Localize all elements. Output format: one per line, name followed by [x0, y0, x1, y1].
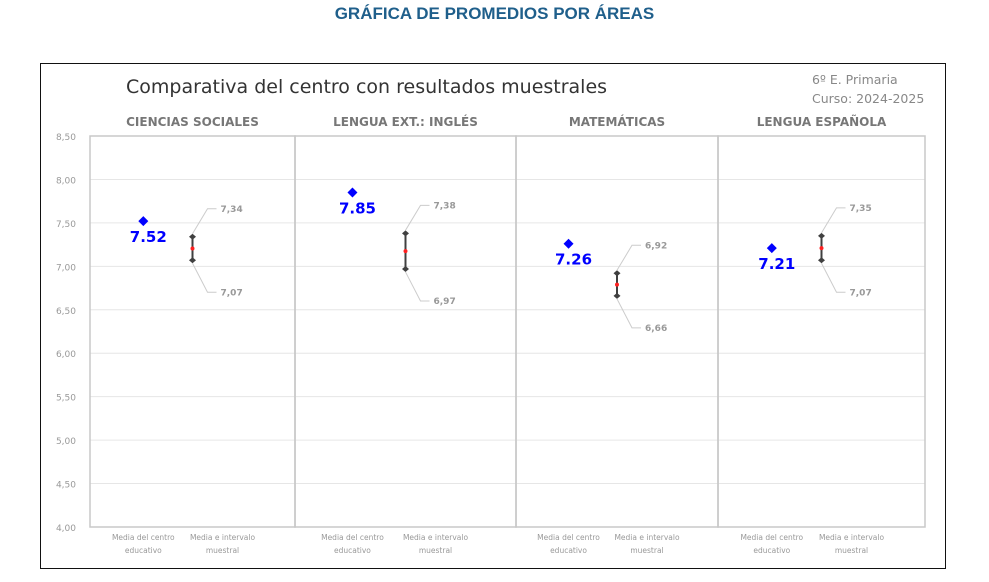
y-tick-label: 6,00 [56, 350, 76, 360]
x-axis-label: Media del centro [537, 533, 600, 542]
x-axis-label: Media del centro [740, 533, 803, 542]
centro-point [347, 187, 358, 198]
centro-value-label: 7.85 [339, 199, 376, 217]
x-axis-label: muestral [419, 546, 452, 555]
interval-endpoint [613, 292, 621, 299]
x-axis-label: muestral [835, 546, 868, 555]
interval-low-label: 6,97 [434, 297, 456, 307]
y-tick-label: 8,00 [56, 176, 76, 186]
y-tick-label: 4,00 [56, 524, 76, 534]
y-tick-label: 7,00 [56, 263, 76, 273]
x-axis-label: educativo [125, 546, 162, 555]
x-axis-label: Media e intervalo [403, 533, 469, 542]
centro-point [138, 216, 149, 227]
centro-value-label: 7.21 [758, 255, 795, 273]
interval-high-label: 7,34 [221, 205, 243, 215]
x-axis-label: Media e intervalo [614, 533, 680, 542]
x-axis-label: educativo [753, 546, 790, 555]
x-axis-label: Media del centro [321, 533, 384, 542]
leader-line [821, 263, 846, 293]
interval-endpoint [818, 232, 825, 239]
chart-title: Comparativa del centro con resultados mu… [126, 76, 607, 98]
chart-subtitle-year: Curso: 2024-2025 [812, 91, 924, 106]
page-title: GRÁFICA DE PROMEDIOS POR ÁREAS [334, 4, 655, 23]
leader-line [192, 208, 217, 235]
interval-endpoint [402, 230, 409, 237]
panel-title: CIENCIAS SOCIALES [126, 115, 259, 129]
panel-title: LENGUA ESPAÑOLA [757, 114, 887, 129]
interval-high-label: 7,38 [434, 201, 456, 211]
leader-line [616, 244, 641, 271]
interval-endpoint [189, 257, 196, 264]
interval-endpoint [402, 265, 409, 272]
leader-line [405, 204, 430, 231]
x-axis-label: muestral [630, 546, 663, 555]
centro-value-label: 7.26 [555, 251, 592, 269]
x-axis-label: Media e intervalo [190, 533, 256, 542]
y-tick-label: 5,50 [56, 394, 76, 404]
interval-mean-point [819, 246, 824, 251]
interval-mean-point [615, 282, 619, 287]
interval-high-label: 6,92 [645, 241, 667, 251]
x-axis-label: educativo [550, 546, 587, 555]
x-axis-label: educativo [334, 546, 371, 555]
leader-line [192, 263, 217, 293]
interval-endpoint [189, 233, 196, 240]
interval-low-label: 7,07 [850, 288, 872, 298]
centro-value-label: 7.52 [130, 228, 167, 246]
chart-subtitle-grade: 6º E. Primaria [812, 72, 898, 87]
centro-point [563, 238, 574, 249]
leader-line [616, 298, 641, 329]
y-tick-label: 7,50 [56, 220, 76, 230]
y-tick-label: 8,50 [56, 133, 76, 143]
panel-title: MATEMÁTICAS [569, 114, 665, 129]
leader-line [405, 271, 430, 302]
interval-high-label: 7,35 [850, 204, 872, 214]
interval-low-label: 6,66 [645, 324, 667, 334]
leader-line [821, 207, 846, 234]
centro-point [766, 243, 777, 254]
panel-border [717, 135, 926, 528]
interval-mean-point [190, 246, 195, 251]
panel-title: LENGUA EXT.: INGLÉS [333, 114, 478, 129]
y-tick-label: 5,00 [56, 437, 76, 447]
chart-frame [40, 63, 946, 569]
x-axis-label: Media del centro [112, 533, 175, 542]
y-tick-label: 6,50 [56, 307, 76, 317]
y-tick-label: 4,50 [56, 481, 76, 491]
interval-endpoint [613, 270, 621, 277]
interval-low-label: 7,07 [221, 288, 243, 298]
x-axis-label: muestral [206, 546, 239, 555]
interval-mean-point [403, 249, 408, 254]
interval-endpoint [818, 257, 825, 264]
x-axis-label: Media e intervalo [819, 533, 885, 542]
